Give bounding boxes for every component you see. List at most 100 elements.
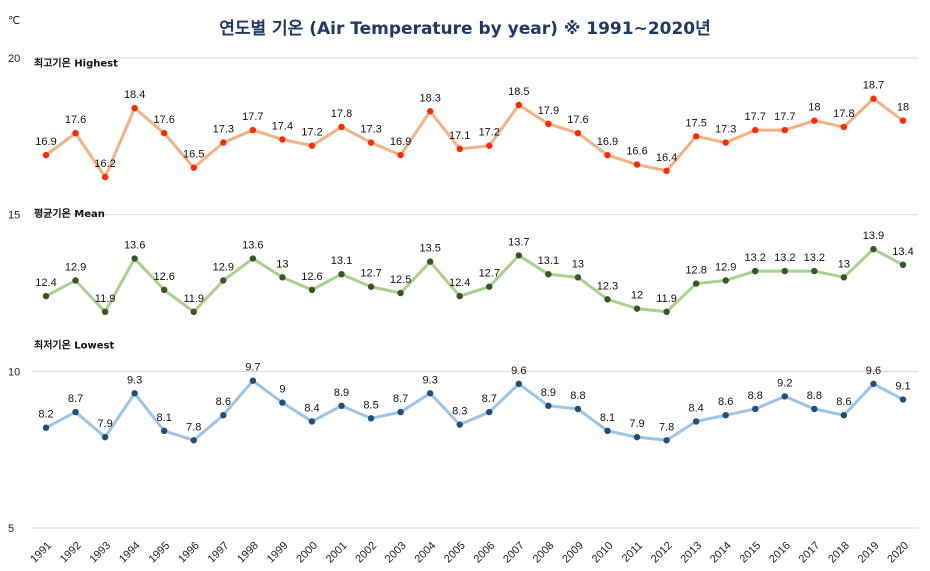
data-point xyxy=(72,408,79,416)
x-tick-label: 2000 xyxy=(294,540,320,566)
data-label: 17.2 xyxy=(479,127,500,139)
data-label: 8.2 xyxy=(38,409,53,421)
data-point xyxy=(220,139,227,146)
data-point xyxy=(190,308,197,315)
data-point xyxy=(752,267,759,275)
data-point xyxy=(426,108,434,115)
data-label: 12.4 xyxy=(449,277,470,289)
x-tick-label: 1992 xyxy=(58,540,84,566)
data-label: 13.6 xyxy=(124,240,145,252)
data-point xyxy=(899,117,907,124)
data-point xyxy=(279,136,286,143)
chart-title: 연도별 기온 (Air Temperature by year) ※ 1991~… xyxy=(219,19,711,39)
data-point xyxy=(308,418,316,425)
data-point xyxy=(426,258,434,265)
data-point xyxy=(131,255,138,262)
data-point xyxy=(633,305,641,312)
data-label: 7.9 xyxy=(97,418,112,430)
x-tick-label: 2006 xyxy=(472,540,498,566)
data-point xyxy=(72,130,79,137)
data-point xyxy=(515,101,523,109)
data-label: 12.9 xyxy=(715,261,736,273)
series-label: 평균기온 Mean xyxy=(34,207,105,220)
data-point xyxy=(367,283,375,290)
data-label: 13.4 xyxy=(892,246,913,258)
data-point xyxy=(811,117,818,124)
x-tick-label: 1997 xyxy=(206,540,232,566)
data-label: 13.2 xyxy=(804,252,825,264)
data-point xyxy=(456,145,463,153)
data-point xyxy=(870,245,877,253)
data-point xyxy=(249,126,257,134)
data-label: 9.6 xyxy=(511,365,526,377)
data-label: 8.6 xyxy=(216,396,231,408)
data-label: 9.7 xyxy=(245,362,260,374)
data-label: 18.4 xyxy=(124,89,145,101)
data-point xyxy=(338,402,345,409)
data-label: 13.1 xyxy=(538,255,559,267)
y-tick-label: 5 xyxy=(8,523,14,535)
data-point xyxy=(308,142,316,149)
data-point xyxy=(456,421,463,428)
series-line xyxy=(45,97,904,179)
x-tick-label: 2012 xyxy=(649,540,675,566)
data-label: 8.7 xyxy=(68,393,83,405)
data-label: 8.3 xyxy=(452,406,467,418)
data-label: 9.1 xyxy=(895,381,910,393)
data-point xyxy=(840,274,848,281)
data-label: 12 xyxy=(631,290,643,302)
data-label: 13.2 xyxy=(745,252,766,264)
data-point xyxy=(397,408,404,416)
data-label: 16.2 xyxy=(94,158,115,170)
data-point xyxy=(545,271,552,278)
data-label: 17.3 xyxy=(360,124,381,136)
data-label: 12.9 xyxy=(65,261,86,273)
data-point xyxy=(308,286,316,294)
x-tick-label: 2013 xyxy=(678,540,704,566)
data-point xyxy=(338,123,345,131)
data-label: 13 xyxy=(572,258,584,270)
data-label: 8.4 xyxy=(304,402,319,414)
data-label: 12.8 xyxy=(685,265,706,277)
data-label: 13.6 xyxy=(242,240,263,252)
data-point xyxy=(899,396,907,403)
data-point xyxy=(338,271,345,278)
series-label: 최저기온 Lowest xyxy=(34,339,114,352)
data-label: 17.8 xyxy=(331,108,352,120)
data-point xyxy=(840,123,848,131)
x-tick-label: 2019 xyxy=(856,540,882,566)
x-tick-label: 2009 xyxy=(560,540,586,566)
x-tick-label: 1998 xyxy=(235,540,261,566)
data-point xyxy=(574,130,582,137)
data-label: 16.5 xyxy=(183,149,204,161)
x-tick-label: 2011 xyxy=(620,540,645,565)
data-label: 8.8 xyxy=(570,390,585,402)
data-point xyxy=(367,139,375,146)
data-label: 13 xyxy=(276,258,288,270)
data-label: 11.9 xyxy=(183,293,204,305)
data-label: 18.7 xyxy=(863,80,884,92)
y-tick-label: 20 xyxy=(8,53,20,65)
data-point xyxy=(722,277,729,284)
data-point xyxy=(781,267,788,275)
data-label: 7.8 xyxy=(186,421,201,433)
x-tick-label: 2005 xyxy=(442,540,468,566)
x-tick-label: 2008 xyxy=(531,540,557,566)
data-label: 12.6 xyxy=(153,271,174,283)
data-label: 9.6 xyxy=(866,365,881,377)
x-tick-label: 2016 xyxy=(767,540,793,566)
x-tick-label: 2015 xyxy=(738,540,764,566)
data-label: 9 xyxy=(279,384,285,396)
data-point xyxy=(161,286,168,294)
x-tick-label: 1996 xyxy=(176,540,202,566)
data-point xyxy=(604,296,611,303)
data-label: 13 xyxy=(838,258,850,270)
data-label: 17.7 xyxy=(774,111,795,123)
x-tick-label: 1993 xyxy=(87,540,113,566)
data-point xyxy=(42,151,50,159)
data-label: 13.5 xyxy=(419,243,440,255)
data-label: 18 xyxy=(808,102,820,114)
x-tick-label: 2003 xyxy=(383,540,409,566)
data-point xyxy=(870,380,877,388)
